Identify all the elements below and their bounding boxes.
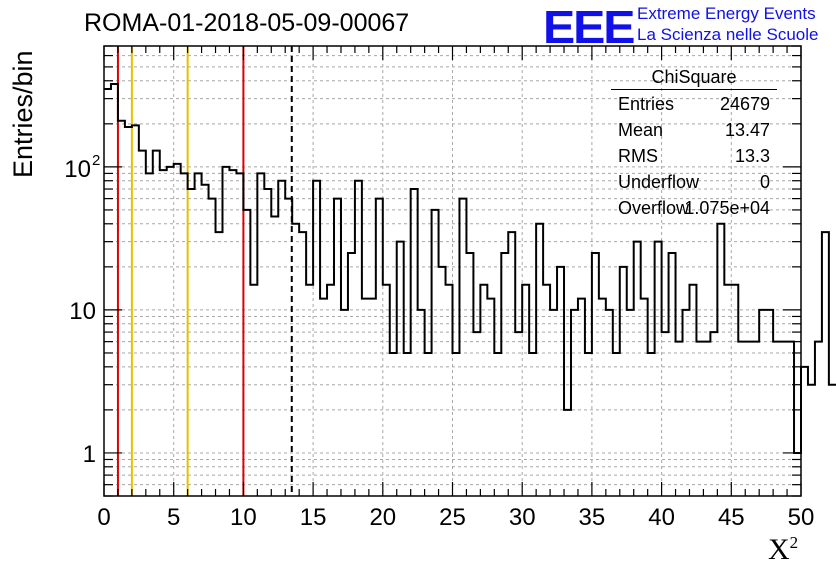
- stats-value: 13.3: [734, 146, 770, 166]
- stats-box-title: ChiSquare: [611, 67, 777, 90]
- stats-key: Underflow: [618, 172, 700, 192]
- stats-key: Mean: [618, 120, 664, 140]
- stats-row-underflow: Underflow 0: [611, 169, 777, 195]
- x-tick-label: 40: [648, 504, 675, 531]
- stats-box: ChiSquare Entries 24679 Mean 13.47 RMS 1…: [611, 67, 777, 221]
- stats-key: RMS: [618, 146, 658, 166]
- x-tick-label: 10: [230, 504, 257, 531]
- logo-line-2: La Scienza nelle Scuole: [637, 25, 819, 44]
- x-tick-label: 15: [300, 504, 327, 531]
- y-tick-label: 10: [69, 298, 96, 325]
- plot-title: ROMA-01-2018-05-09-00067: [84, 9, 410, 37]
- x-tick-label: 35: [579, 504, 606, 531]
- eee-logo: EEE: [543, 1, 635, 53]
- stats-value: 13.47: [724, 120, 770, 140]
- stats-row-mean: Mean 13.47: [611, 117, 777, 143]
- stats-value: 0: [759, 172, 770, 192]
- stats-key: Overflow: [618, 198, 690, 218]
- x-tick-label: 45: [718, 504, 745, 531]
- logo-line-1: Extreme Energy Events: [637, 4, 816, 23]
- x-tick-label: 5: [167, 504, 180, 531]
- x-axis-label: X2: [768, 533, 798, 567]
- stats-row-entries: Entries 24679: [611, 91, 777, 117]
- x-tick-label: 20: [369, 504, 396, 531]
- x-tick-label: 25: [439, 504, 466, 531]
- stats-row-overflow: Overflow 1.075e+04: [611, 195, 777, 221]
- stats-row-rms: RMS 13.3: [611, 143, 777, 169]
- plot-frame-layer: [103, 45, 802, 497]
- y-tick-label: 1: [83, 441, 96, 468]
- y-tick-label-exponent: 2: [92, 152, 100, 169]
- stats-value: 1.075e+04: [684, 198, 770, 218]
- histogram-layer: [104, 82, 836, 454]
- x-tick-label: 30: [509, 504, 536, 531]
- reference-lines-layer: [116, 46, 293, 496]
- y-tick-label: 10: [64, 156, 91, 183]
- x-tick-label: 0: [97, 504, 110, 531]
- x-axis-label-superscript: 2: [789, 533, 799, 552]
- histogram-step-line: [104, 82, 836, 454]
- stats-key: Entries: [618, 94, 675, 114]
- x-axis-label-base: X: [768, 533, 790, 566]
- stats-value: 24679: [719, 94, 770, 114]
- y-axis-label: Entries/bin: [8, 50, 38, 178]
- x-tick-label: 50: [788, 504, 815, 531]
